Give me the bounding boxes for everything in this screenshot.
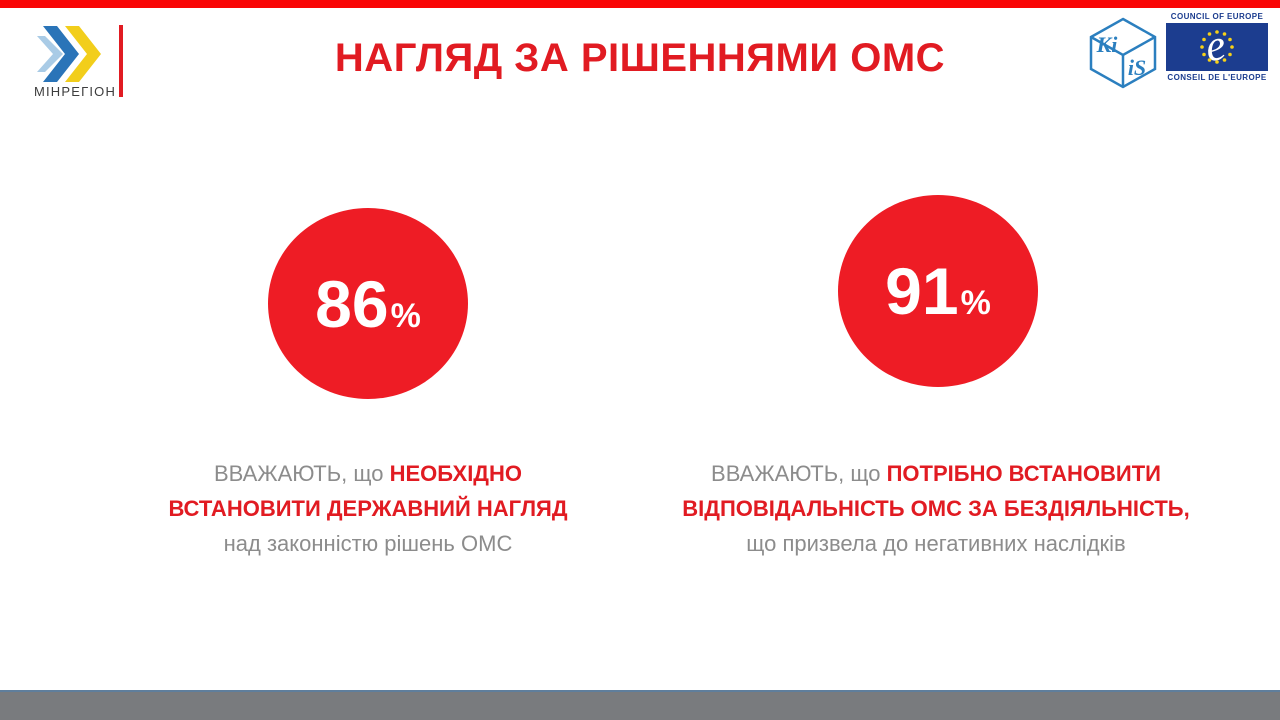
top-red-bar: [0, 0, 1280, 8]
caption-line: ВВАЖАЮТЬ, що НЕОБХІДНО: [110, 456, 626, 491]
coe-emblem-icon: e: [1166, 23, 1268, 71]
minregion-logo-label: МІНРЕГІОН: [33, 84, 117, 99]
caption-line: над законністю рішень ОМС: [110, 526, 626, 561]
caption-segment: ВВАЖАЮТЬ, що: [711, 461, 887, 486]
caption-line: ВВАЖАЮТЬ, що ПОТРІБНО ВСТАНОВИТИ: [658, 456, 1214, 491]
stat-number: 91: [885, 254, 959, 328]
slide-title: НАГЛЯД ЗА РІШЕННЯМИ ОМС: [334, 36, 946, 80]
stat-number: 86: [315, 266, 389, 341]
header-divider: [119, 25, 123, 97]
caption-segment: ПОТРІБНО ВСТАНОВИТИ: [886, 461, 1161, 486]
stat-value-right: 91 %: [885, 258, 991, 324]
minregion-logo: МІНРЕГІОН: [27, 22, 123, 102]
coe-bottom-label: CONSEIL DE L'EUROPE: [1167, 73, 1267, 82]
caption-segment: ВСТАНОВИТИ ДЕРЖАВНИЙ НАГЛЯД: [168, 496, 568, 521]
stat-caption-right: ВВАЖАЮТЬ, що ПОТРІБНО ВСТАНОВИТИ ВІДПОВІ…: [658, 456, 1214, 561]
coe-top-label: COUNCIL OF EUROPE: [1170, 12, 1264, 21]
caption-segment: ВІДПОВІДАЛЬНІСТЬ ОМС ЗА БЕЗДІЯЛЬНІСТЬ,: [682, 496, 1190, 521]
caption-segment: над законністю рішень ОМС: [223, 531, 513, 556]
kiis-logo: Ki iS: [1086, 15, 1160, 91]
caption-segment: ВВАЖАЮТЬ, що: [214, 461, 390, 486]
stat-circle-right: 91 %: [838, 195, 1038, 387]
kiis-cube-icon: Ki iS: [1089, 17, 1157, 89]
percent-sign: %: [960, 284, 991, 322]
stat-circle-left: 86 %: [268, 208, 468, 399]
kiis-letters-left: Ki: [1096, 32, 1119, 57]
stat-value-left: 86 %: [315, 271, 421, 337]
caption-line: ВСТАНОВИТИ ДЕРЖАВНИЙ НАГЛЯД: [110, 491, 626, 526]
caption-segment: що призвела до негативних наслідків: [746, 531, 1126, 556]
percent-sign: %: [390, 296, 421, 335]
minregion-chevrons-icon: [37, 26, 101, 82]
kiis-letters-right: iS: [1128, 55, 1146, 80]
footer-bar: [0, 690, 1280, 720]
caption-line: ВІДПОВІДАЛЬНІСТЬ ОМС ЗА БЕЗДІЯЛЬНІСТЬ,: [658, 491, 1214, 526]
council-of-europe-logo: COUNCIL OF EUROPE e CONSEIL DE L'EUROPE: [1166, 12, 1268, 82]
stat-caption-left: ВВАЖАЮТЬ, що НЕОБХІДНО ВСТАНОВИТИ ДЕРЖАВ…: [110, 456, 626, 561]
caption-line: що призвела до негативних наслідків: [658, 526, 1214, 561]
coe-stars: [1200, 30, 1234, 64]
caption-segment: НЕОБХІДНО: [389, 461, 522, 486]
